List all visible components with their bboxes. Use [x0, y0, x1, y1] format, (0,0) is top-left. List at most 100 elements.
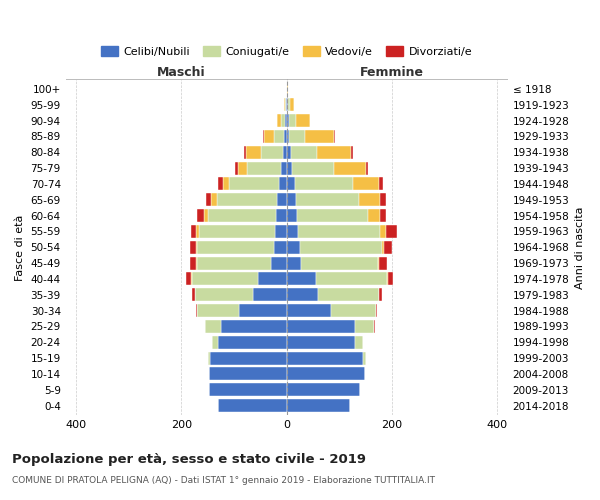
- Bar: [366, 162, 368, 174]
- Bar: [262, 146, 283, 159]
- Bar: [218, 178, 223, 190]
- Bar: [199, 225, 275, 238]
- Bar: [247, 162, 281, 174]
- Bar: [363, 352, 366, 364]
- Bar: [379, 178, 383, 190]
- Bar: [352, 146, 353, 159]
- Bar: [284, 130, 287, 143]
- Bar: [208, 209, 276, 222]
- Bar: [196, 256, 197, 270]
- Bar: [277, 114, 281, 127]
- Bar: [295, 178, 353, 190]
- Bar: [287, 209, 297, 222]
- Bar: [319, 288, 379, 302]
- Bar: [208, 352, 211, 364]
- Bar: [209, 384, 287, 396]
- Bar: [221, 320, 287, 333]
- Bar: [190, 256, 196, 270]
- Bar: [223, 178, 229, 190]
- Bar: [190, 241, 196, 254]
- Bar: [284, 98, 285, 112]
- Bar: [387, 272, 388, 285]
- Bar: [287, 130, 289, 143]
- Bar: [206, 194, 211, 206]
- Bar: [279, 178, 287, 190]
- Bar: [382, 241, 384, 254]
- Bar: [276, 209, 287, 222]
- Bar: [229, 178, 279, 190]
- Bar: [355, 320, 374, 333]
- Bar: [287, 114, 289, 127]
- Bar: [316, 272, 387, 285]
- Bar: [197, 209, 203, 222]
- Bar: [218, 399, 287, 412]
- Bar: [288, 98, 290, 112]
- Bar: [217, 194, 277, 206]
- Bar: [378, 256, 379, 270]
- Bar: [355, 336, 363, 349]
- Text: Maschi: Maschi: [157, 66, 206, 78]
- Text: Femmine: Femmine: [360, 66, 424, 78]
- Bar: [296, 114, 310, 127]
- Bar: [205, 320, 221, 333]
- Bar: [239, 304, 287, 317]
- Bar: [376, 304, 377, 317]
- Bar: [379, 256, 387, 270]
- Bar: [192, 272, 258, 285]
- Bar: [287, 225, 298, 238]
- Bar: [287, 272, 316, 285]
- Bar: [197, 241, 274, 254]
- Bar: [218, 336, 287, 349]
- Bar: [287, 368, 365, 380]
- Bar: [196, 225, 199, 238]
- Bar: [287, 146, 291, 159]
- Bar: [380, 209, 386, 222]
- Bar: [277, 194, 287, 206]
- Bar: [287, 399, 350, 412]
- Bar: [379, 288, 382, 302]
- Bar: [285, 114, 287, 127]
- Bar: [245, 146, 262, 159]
- Bar: [386, 225, 397, 238]
- Bar: [290, 98, 294, 112]
- Bar: [359, 194, 380, 206]
- Bar: [186, 272, 191, 285]
- Bar: [287, 194, 296, 206]
- Y-axis label: Fasce di età: Fasce di età: [15, 214, 25, 280]
- Bar: [275, 225, 287, 238]
- Bar: [368, 209, 380, 222]
- Bar: [253, 288, 287, 302]
- Legend: Celibi/Nubili, Coniugati/e, Vedovi/e, Divorziati/e: Celibi/Nubili, Coniugati/e, Vedovi/e, Di…: [97, 42, 477, 61]
- Bar: [289, 130, 305, 143]
- Bar: [196, 241, 197, 254]
- Bar: [300, 241, 382, 254]
- Bar: [289, 114, 296, 127]
- Bar: [238, 162, 247, 174]
- Bar: [235, 162, 238, 174]
- Bar: [388, 272, 393, 285]
- Text: Popolazione per età, sesso e stato civile - 2019: Popolazione per età, sesso e stato civil…: [12, 452, 366, 466]
- Bar: [287, 82, 288, 96]
- Bar: [380, 225, 386, 238]
- Bar: [192, 288, 194, 302]
- Bar: [334, 162, 366, 174]
- Bar: [212, 336, 218, 349]
- Bar: [196, 304, 197, 317]
- Bar: [285, 98, 286, 112]
- Bar: [281, 114, 285, 127]
- Bar: [287, 162, 292, 174]
- Bar: [274, 241, 287, 254]
- Bar: [296, 194, 359, 206]
- Bar: [287, 336, 355, 349]
- Bar: [287, 98, 288, 112]
- Bar: [331, 304, 376, 317]
- Bar: [271, 256, 287, 270]
- Bar: [317, 146, 352, 159]
- Bar: [287, 241, 300, 254]
- Bar: [305, 130, 334, 143]
- Bar: [263, 130, 264, 143]
- Bar: [283, 146, 287, 159]
- Bar: [334, 130, 335, 143]
- Bar: [287, 178, 295, 190]
- Text: COMUNE DI PRATOLA PELIGNA (AQ) - Dati ISTAT 1° gennaio 2019 - Elaborazione TUTTI: COMUNE DI PRATOLA PELIGNA (AQ) - Dati IS…: [12, 476, 435, 485]
